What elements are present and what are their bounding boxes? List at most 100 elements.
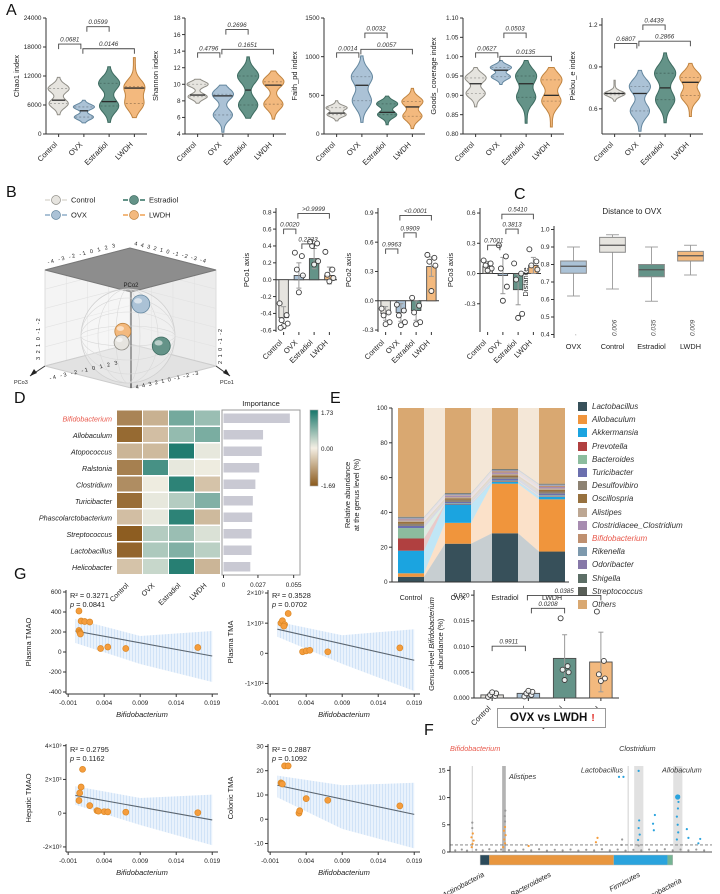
svg-text:Colonic TMA: Colonic TMA <box>226 777 235 820</box>
genus-legend-item: Akkermansia <box>578 426 720 439</box>
svg-text:Lactobacillus: Lactobacillus <box>581 766 624 775</box>
svg-text:OVX: OVX <box>67 140 85 158</box>
svg-text:0.9911: 0.9911 <box>499 639 518 646</box>
svg-text:0.010: 0.010 <box>454 644 470 651</box>
genus-color-swatch <box>578 428 587 438</box>
svg-text:0.0681: 0.0681 <box>60 37 79 44</box>
svg-text:Proteobacteria: Proteobacteria <box>637 876 683 894</box>
svg-text:0.8: 0.8 <box>541 262 550 269</box>
genus-color-swatch <box>578 441 587 451</box>
svg-text:0.5410: 0.5410 <box>508 207 528 214</box>
svg-text:0.004: 0.004 <box>96 858 112 865</box>
genus-legend: Lactobacillus Allobaculum Akkermansia Prevo… <box>578 400 720 611</box>
svg-text:0.7001: 0.7001 <box>484 238 503 245</box>
svg-text:1500: 1500 <box>305 15 320 22</box>
svg-text:-0.4: -0.4 <box>260 311 271 318</box>
genus-legend-label: Clostridiacee_Clostridium <box>592 520 683 530</box>
svg-text:OVX: OVX <box>623 140 641 158</box>
genus-color-swatch <box>578 415 587 425</box>
svg-text:PCo3: PCo3 <box>14 380 28 386</box>
svg-text:>0.9999: >0.9999 <box>302 206 325 213</box>
svg-text:0.3813: 0.3813 <box>502 222 522 229</box>
svg-text:Plasma TMAO: Plasma TMAO <box>24 618 33 667</box>
svg-text:-0.001: -0.001 <box>59 700 78 707</box>
svg-text:0.3: 0.3 <box>365 269 374 276</box>
genus-legend-item: Turicibacter <box>578 466 720 479</box>
svg-text:0.004: 0.004 <box>96 700 112 707</box>
genus-legend-item: Shigella <box>578 571 720 584</box>
genus-legend-label: Streptococcus <box>592 586 643 596</box>
svg-text:p = 0.1162: p = 0.1162 <box>69 754 105 763</box>
svg-text:10: 10 <box>256 792 264 799</box>
svg-text:0.0057: 0.0057 <box>377 42 397 49</box>
svg-text:Genus-level Bifidobacterium: Genus-level Bifidobacterium <box>427 597 436 691</box>
svg-text:Bacteroidetes: Bacteroidetes <box>509 870 553 894</box>
genus-color-swatch <box>578 533 587 543</box>
svg-text:200: 200 <box>51 629 62 636</box>
svg-text:Shannon index: Shannon index <box>151 51 160 101</box>
svg-text:4: 4 <box>177 131 181 138</box>
svg-text:2×10³: 2×10³ <box>45 777 62 784</box>
svg-text:1000: 1000 <box>305 54 320 61</box>
svg-text:PCo2: PCo2 <box>123 283 139 289</box>
svg-text:Alistipes: Alistipes <box>508 772 537 781</box>
genus-legend-item: Prevotella <box>578 440 720 453</box>
svg-text:Hepatic TMAO: Hepatic TMAO <box>24 773 33 822</box>
svg-text:6: 6 <box>177 115 181 122</box>
svg-text:0.0014: 0.0014 <box>338 45 358 52</box>
genus-legend-item: Others <box>578 598 720 611</box>
svg-text:0.014: 0.014 <box>168 858 184 865</box>
genus-legend-label: Allobaculum <box>592 415 636 425</box>
svg-text:0.6: 0.6 <box>263 226 272 233</box>
svg-text:-0.001: -0.001 <box>261 858 280 865</box>
svg-text:R² = 0.3271: R² = 0.3271 <box>70 591 109 600</box>
svg-text:1.00: 1.00 <box>446 54 459 61</box>
svg-text:0.0385: 0.0385 <box>554 588 574 595</box>
svg-text:Control: Control <box>314 140 338 164</box>
svg-text:12000: 12000 <box>24 73 42 80</box>
svg-text:8: 8 <box>177 98 181 105</box>
genus-color-swatch <box>578 494 587 504</box>
svg-text:0.019: 0.019 <box>406 858 422 865</box>
svg-text:OVX: OVX <box>71 211 87 220</box>
svg-text:Control: Control <box>592 140 616 164</box>
svg-text:Importance: Importance <box>242 399 280 408</box>
svg-text:2×10³: 2×10³ <box>247 590 264 597</box>
svg-text:0.90: 0.90 <box>446 93 459 100</box>
genus-legend-label: Turicibacter <box>592 468 634 478</box>
svg-text:0.009: 0.009 <box>132 858 148 865</box>
svg-text:Bifidobacterium: Bifidobacterium <box>318 710 370 719</box>
svg-text:OVX: OVX <box>484 140 502 158</box>
svg-text:Bifidobacterium: Bifidobacterium <box>318 868 370 877</box>
svg-text:Control: Control <box>601 342 625 351</box>
svg-text:Faith_pd index: Faith_pd index <box>290 51 299 100</box>
svg-text:0.015: 0.015 <box>454 618 470 625</box>
genus-legend-label: Bacteroides <box>592 454 635 464</box>
svg-text:0.6807: 0.6807 <box>616 36 636 43</box>
svg-text:Actinobacteria: Actinobacteria <box>440 870 486 894</box>
svg-text:Estradiol: Estradiol <box>149 196 179 205</box>
svg-text:0.0503: 0.0503 <box>505 26 525 33</box>
svg-text:0: 0 <box>58 810 62 817</box>
svg-text:0: 0 <box>260 651 264 658</box>
svg-text:Control: Control <box>469 704 493 728</box>
svg-text:-0.2: -0.2 <box>260 294 271 301</box>
svg-text:0.6: 0.6 <box>365 239 374 246</box>
svg-text:0.009: 0.009 <box>334 858 350 865</box>
svg-text:0.014: 0.014 <box>370 700 386 707</box>
svg-text:0.0135: 0.0135 <box>516 49 536 56</box>
genus-legend-label: Bifidobacterium <box>592 533 648 543</box>
svg-text:100: 100 <box>377 405 388 412</box>
svg-text:p = 0.0841: p = 0.0841 <box>69 600 105 609</box>
svg-text:LWDH: LWDH <box>149 211 171 220</box>
svg-text:1.10: 1.10 <box>446 15 459 22</box>
svg-text:LWDH: LWDH <box>391 140 413 162</box>
svg-text:0.014: 0.014 <box>370 858 386 865</box>
svg-text:Estradiol: Estradiol <box>361 140 388 167</box>
svg-text:0.004: 0.004 <box>298 700 314 707</box>
goods-coverage-violin-plot: 0.80 0.85 0.90 0.95 1.00 1.05 1.10 Goods_covera… <box>429 15 564 167</box>
svg-text:0.035: 0.035 <box>651 319 658 336</box>
genus-stacked-bar-chart: 0 20 40 60 80 100 Relative abundance at the gen… <box>343 405 569 602</box>
